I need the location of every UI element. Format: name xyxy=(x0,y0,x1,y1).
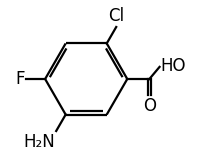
Text: F: F xyxy=(15,70,24,88)
Text: Cl: Cl xyxy=(108,7,124,25)
Text: H₂N: H₂N xyxy=(24,133,55,151)
Text: O: O xyxy=(143,97,156,115)
Text: HO: HO xyxy=(161,57,186,75)
